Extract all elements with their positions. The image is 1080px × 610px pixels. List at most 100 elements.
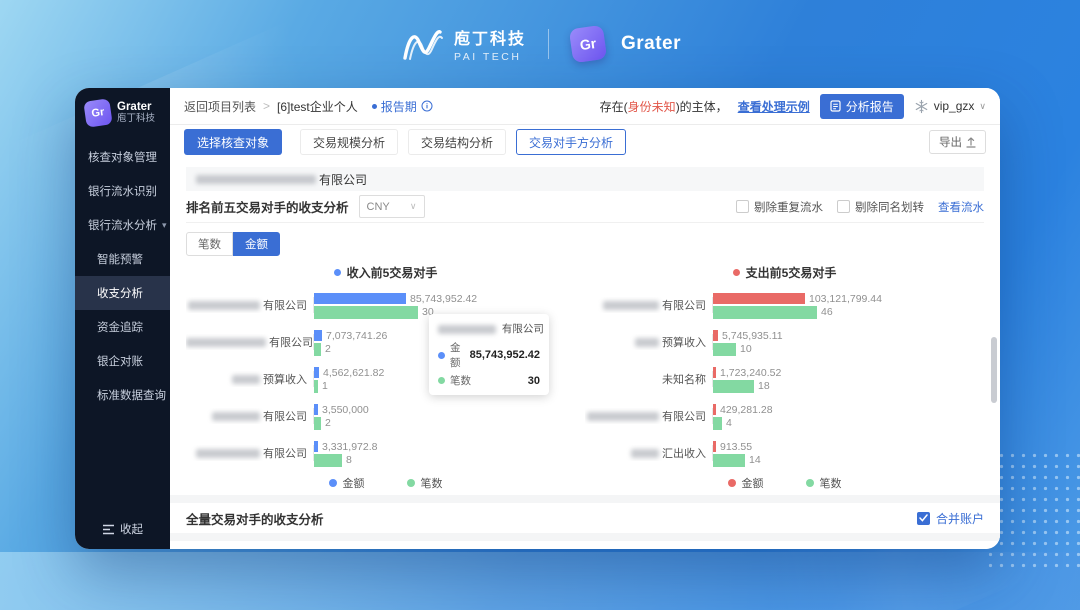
merge-account-checkbox[interactable]: 合并账户 — [916, 510, 984, 527]
amount-bar-value: 913.55 — [720, 440, 753, 453]
legend-dot-icon — [727, 479, 736, 487]
export-button[interactable]: 导出 — [929, 130, 986, 154]
count-bar-value: 14 — [749, 454, 761, 466]
amount-bar-value: 85,743,952.42 — [410, 292, 478, 305]
toggle-count-button[interactable]: 笔数 — [186, 232, 233, 256]
tab-active[interactable]: 交易对手方分析 — [516, 129, 627, 155]
sidebar: Gr Grater 庖丁科技 核查对象管理 银行流水识别 银行流水分析 ▾ 智能预警 收支… — [75, 88, 170, 549]
vertical-scrollbar[interactable] — [991, 337, 997, 403]
count-bar-value: 2 — [325, 343, 331, 355]
tab-list: 交易规模分析 交易结构分析 交易对手方分析 — [300, 129, 627, 155]
sidebar-item[interactable]: 标准数据查询 — [97, 390, 166, 402]
tooltip-amount-row: 金额 85,743,952.42 — [438, 340, 540, 370]
select-target-button[interactable]: 选择核查对象 — [184, 129, 283, 155]
count-bar-value: 18 — [758, 380, 770, 392]
tab-item[interactable]: 交易规模分析 — [300, 129, 399, 155]
sidebar-menu: 核查对象管理 银行流水识别 银行流水分析 ▾ 智能预警收支分析资金追踪银企对账标准数据查… — [75, 140, 170, 412]
count-bar — [314, 416, 321, 430]
sidebar-collapse-button[interactable]: 收起 — [75, 521, 170, 537]
sidebar-item[interactable]: 银企对账 — [97, 356, 143, 368]
currency-select[interactable]: CNY ∨ — [358, 195, 425, 218]
expense-chart: 支出前5交易对手 有限公司 103,121,799.44 46 预算收入 5,745,9… — [585, 262, 984, 495]
dedup-checkbox[interactable]: 剔除重复流水 — [736, 199, 823, 215]
amount-bar — [713, 404, 716, 415]
chart-row: 汇出收入 913.55 14 — [585, 434, 984, 471]
legend-item: 笔数 — [805, 475, 842, 491]
report-period-label: 报告期 — [380, 99, 417, 114]
period-dot-icon — [371, 103, 377, 109]
count-bar-value: 30 — [422, 306, 434, 318]
legend-item: 笔数 — [406, 475, 443, 491]
count-bar-value: 10 — [740, 343, 752, 355]
tooltip-title: 有限公司 — [438, 321, 544, 336]
title-dot-icon — [732, 268, 740, 276]
tab-bar: 选择核查对象 交易规模分析 交易结构分析 交易对手方分析 导出 — [170, 125, 1000, 159]
count-bar — [713, 342, 736, 356]
legend-dot-icon — [406, 479, 415, 487]
sidebar-item[interactable]: 收支分析 — [75, 276, 170, 310]
chart-legend: 金额 笔数 — [186, 471, 585, 495]
redacted-text — [212, 412, 260, 422]
pai-tech-logo: 庖丁科技 PAI TECH — [399, 25, 526, 63]
redacted-company-name — [438, 324, 496, 334]
currency-value: CNY — [366, 200, 390, 213]
tab-item[interactable]: 交易结构分析 — [408, 129, 507, 155]
grater-badge-icon: Gr — [83, 98, 113, 128]
sidebar-item[interactable]: 银行流水分析 ▾ — [88, 219, 167, 233]
amount-bar — [314, 404, 318, 415]
section-divider — [170, 495, 1000, 503]
count-bar — [713, 453, 745, 467]
view-statement-link[interactable]: 查看流水 — [938, 201, 984, 214]
redacted-text — [635, 338, 659, 348]
category-label: 有限公司 — [186, 407, 314, 424]
checkbox-unchecked-icon — [736, 200, 749, 213]
sidebar-item[interactable]: 核查对象管理 — [88, 152, 157, 164]
analysis-report-button[interactable]: 分析报告 — [819, 93, 904, 119]
category-label: 汇出收入 — [585, 444, 713, 461]
chart-row: 有限公司 3,331,972.8 8 — [186, 434, 585, 471]
category-label: 有限公司 — [585, 407, 713, 424]
amount-bar-value: 3,331,972.8 — [322, 440, 378, 453]
view-example-link[interactable]: 查看处理示例 — [737, 99, 810, 114]
brand-header: 庖丁科技 PAI TECH Gr Grater — [0, 16, 1080, 72]
checkbox-checked-icon — [916, 511, 930, 525]
toggle-amount-button[interactable]: 金额 — [233, 232, 280, 256]
redacted-text — [188, 301, 260, 311]
sidebar-item[interactable]: 银行流水识别 — [88, 186, 157, 198]
topbar: 返回项目列表 > [6]test企业个人 报告期 存在(身份未知)的主体， 查看… — [170, 88, 1000, 125]
pai-tech-logo-icon — [403, 30, 443, 60]
notice-highlight: 身份未知 — [627, 99, 676, 114]
sidebar-item[interactable]: 资金追踪 — [97, 322, 143, 334]
chart-row: 有限公司 3,550,000 2 — [186, 397, 585, 434]
analysis-header-row: 排名前五交易对手的收支分析 CNY ∨ 剔除重复流水 剔除同名划转 查看流水 — [186, 191, 984, 223]
report-period-link[interactable]: 报告期 — [371, 98, 433, 115]
category-label: 预算收入 — [186, 370, 314, 387]
pai-tech-name: 庖丁科技 PAI TECH — [454, 25, 526, 63]
amount-bar — [314, 441, 318, 452]
category-label: 有限公司 — [585, 296, 713, 313]
chevron-down-icon: ▾ — [162, 219, 167, 230]
chart-body: 有限公司 103,121,799.44 46 预算收入 5,745,935.11 10 未知… — [585, 286, 984, 471]
back-to-projects-link[interactable]: 返回项目列表 — [184, 99, 257, 114]
analysis-report-label: 分析报告 — [845, 99, 894, 114]
income-chart: 收入前5交易对手 有限公司 85,743,952.42 30 有限公司 7,073,74… — [186, 262, 585, 495]
chart-tooltip: 有限公司 金额 85,743,952.42 笔数 30 — [429, 314, 549, 395]
metric-toggle: 笔数 金额 — [186, 232, 984, 256]
sidebar-item[interactable]: 智能预警 — [97, 254, 143, 266]
legend-dot-icon — [805, 479, 814, 487]
pai-tech-en: PAI TECH — [453, 51, 522, 63]
brand-divider — [547, 29, 549, 59]
redacted-company-name — [196, 174, 316, 184]
same-name-checkbox[interactable]: 剔除同名划转 — [837, 199, 924, 215]
pai-tech-cn: 庖丁科技 — [453, 31, 526, 48]
amount-bar-value: 429,281.28 — [720, 403, 773, 416]
chart-row: 预算收入 4,562,621.82 1 — [186, 360, 585, 397]
user-menu[interactable]: vip_gzx ∨ — [914, 99, 986, 114]
section-divider — [170, 533, 1000, 541]
count-bar-value: 1 — [322, 380, 328, 392]
count-bar — [314, 379, 318, 393]
category-label: 有限公司 — [186, 296, 314, 313]
company-section-header: 有限公司 — [186, 167, 984, 191]
amount-bar — [314, 367, 319, 378]
same-name-label: 剔除同名划转 — [855, 201, 924, 214]
